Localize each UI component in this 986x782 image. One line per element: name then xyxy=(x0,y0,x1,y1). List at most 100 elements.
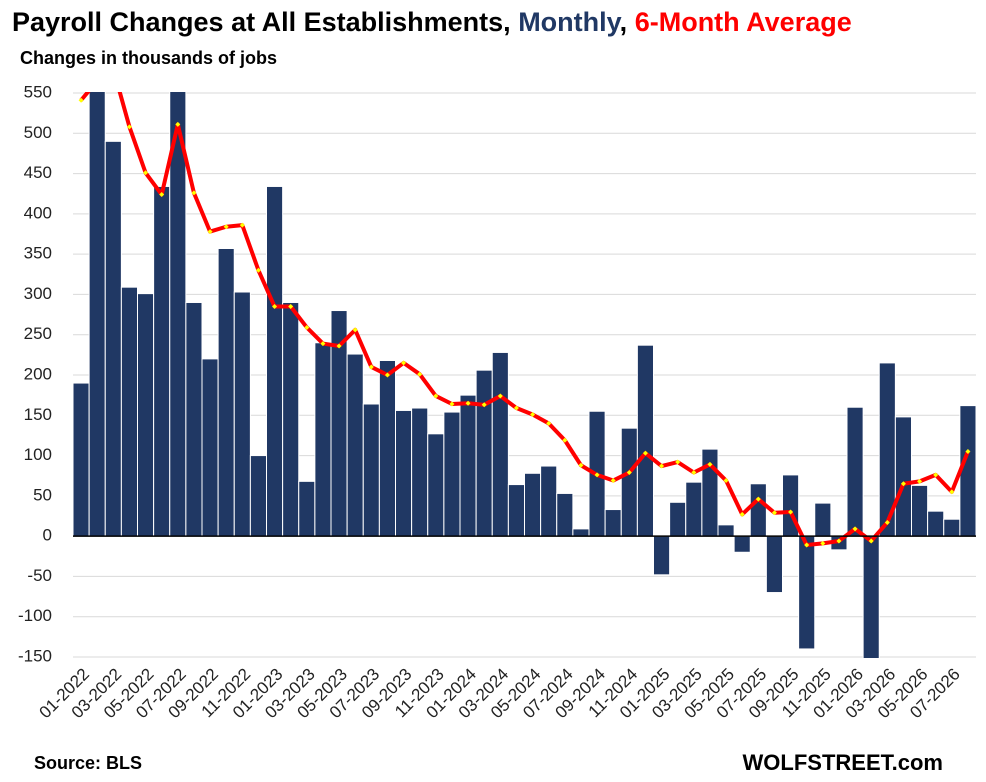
bar xyxy=(217,248,235,537)
bar xyxy=(862,535,880,658)
bar xyxy=(73,382,90,537)
bar xyxy=(733,535,751,553)
bar xyxy=(620,427,638,537)
legend-monthly: Monthly xyxy=(518,7,621,37)
bar xyxy=(507,484,525,537)
bar xyxy=(814,502,832,537)
average-marker xyxy=(401,360,407,366)
average-marker xyxy=(126,124,132,130)
credit: WOLFSTREET.com xyxy=(743,750,943,775)
average-marker xyxy=(191,190,197,196)
bar xyxy=(443,411,461,537)
subtitle: Changes in thousands of jobs xyxy=(20,48,277,68)
bar xyxy=(266,185,284,537)
average-marker xyxy=(900,481,906,487)
y-tick-label: -100 xyxy=(18,606,52,625)
average-marker xyxy=(723,478,729,484)
bar xyxy=(540,465,558,537)
bar xyxy=(153,185,171,537)
bar xyxy=(201,358,219,537)
y-tick-label: 400 xyxy=(24,203,52,222)
bar xyxy=(88,92,106,537)
average-marker xyxy=(417,371,423,377)
bar xyxy=(894,416,912,537)
average-marker xyxy=(95,78,100,83)
average-marker xyxy=(707,461,713,467)
average-marker xyxy=(965,449,971,455)
bar xyxy=(765,535,783,594)
bar xyxy=(233,291,251,537)
average-marker xyxy=(626,469,632,475)
bar xyxy=(298,480,316,537)
average-marker xyxy=(562,437,568,443)
bar xyxy=(685,481,703,537)
y-tick-label: -50 xyxy=(27,566,52,585)
bar xyxy=(104,140,122,537)
bar xyxy=(749,483,767,537)
title-separator: , xyxy=(503,7,511,37)
average-marker xyxy=(836,538,842,544)
average-marker xyxy=(304,324,310,330)
average-marker xyxy=(175,121,181,127)
average-marker xyxy=(239,222,245,228)
bar xyxy=(459,394,477,537)
average-marker xyxy=(320,341,326,347)
bar xyxy=(846,406,864,537)
bar xyxy=(137,293,155,537)
average-marker xyxy=(497,393,503,399)
bar xyxy=(249,455,267,537)
average-marker xyxy=(594,472,600,478)
average-marker xyxy=(852,526,858,532)
average-marker xyxy=(384,372,390,378)
bar xyxy=(282,301,300,537)
average-marker xyxy=(949,489,955,495)
bar xyxy=(120,286,138,537)
average-marker xyxy=(207,229,213,235)
average-marker xyxy=(675,459,681,465)
bar xyxy=(556,492,574,537)
bar xyxy=(572,528,590,537)
bar xyxy=(524,472,542,537)
chart-title: Payroll Changes at All Establishments, M… xyxy=(12,7,852,37)
plot-area xyxy=(73,78,977,658)
average-marker xyxy=(255,267,261,273)
y-tick-label: -150 xyxy=(18,646,52,665)
average-marker xyxy=(804,542,810,548)
average-marker xyxy=(449,401,455,407)
average-marker xyxy=(546,420,552,426)
y-tick-label: 250 xyxy=(24,324,52,343)
bar xyxy=(378,359,396,537)
average-marker xyxy=(159,192,165,198)
average-marker xyxy=(78,97,84,103)
average-marker xyxy=(933,472,939,478)
average-marker xyxy=(820,540,826,546)
bar xyxy=(362,403,380,537)
average-marker xyxy=(642,450,648,456)
bar xyxy=(491,351,509,537)
average-marker xyxy=(755,496,761,502)
source: Source: BLS xyxy=(34,753,142,773)
y-tick-label: 200 xyxy=(24,364,52,383)
y-tick-label: 100 xyxy=(24,445,52,464)
bar xyxy=(411,407,429,537)
y-tick-label: 50 xyxy=(33,485,52,504)
average-marker xyxy=(578,462,584,468)
bar xyxy=(669,501,687,537)
average-marker xyxy=(771,510,777,516)
average-marker xyxy=(513,405,519,411)
average-marker xyxy=(788,509,794,515)
bar xyxy=(636,344,654,537)
bar xyxy=(717,524,735,537)
average-line xyxy=(79,92,970,548)
average-marker xyxy=(223,224,229,230)
bar xyxy=(427,433,445,537)
y-tick-label: 550 xyxy=(24,82,52,101)
y-tick-label: 500 xyxy=(24,123,52,142)
average-marker xyxy=(352,327,358,333)
y-tick-label: 350 xyxy=(24,244,52,263)
bar xyxy=(604,509,622,537)
average-marker xyxy=(143,170,149,176)
bar xyxy=(798,535,816,650)
bar xyxy=(911,484,929,537)
